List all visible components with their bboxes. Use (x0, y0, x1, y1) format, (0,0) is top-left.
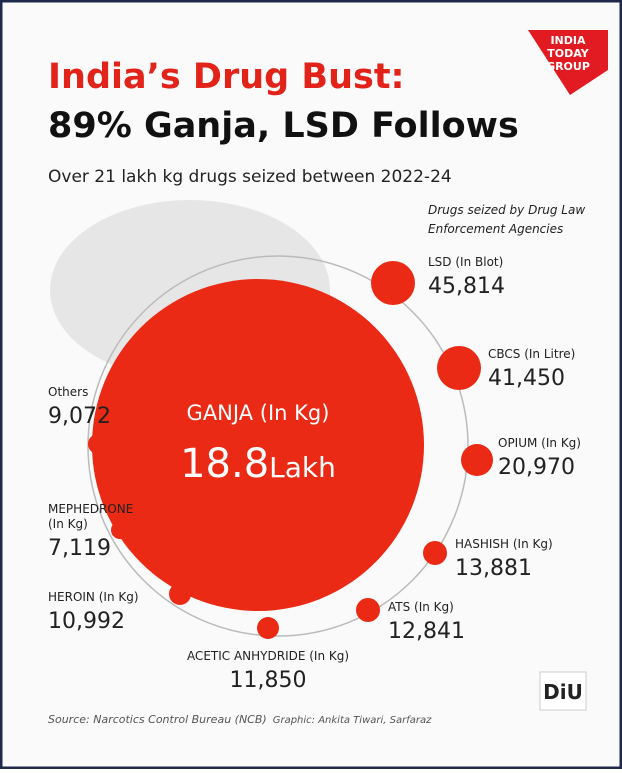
subtitle: Over 21 lakh kg drugs seized between 202… (48, 167, 452, 187)
bubble (257, 617, 279, 639)
badge: DiU (543, 680, 583, 704)
bubble (423, 541, 447, 565)
note: Drugs seized by Drug Law (428, 203, 585, 217)
bubble (371, 261, 415, 305)
item-value: 11,850 (230, 668, 307, 693)
badge-box (539, 671, 587, 711)
logo-shape (528, 30, 608, 95)
ring (87, 255, 469, 637)
item-value: 20,970 (498, 455, 575, 480)
item-value: 45,814 (428, 274, 505, 299)
item-label: LSD (In Blot) (428, 255, 503, 269)
item-value: 13,881 (455, 556, 532, 581)
main-value: 18.8Lakh (180, 441, 336, 487)
main-label: GANJA (In Kg) (187, 401, 330, 425)
bubble (88, 434, 108, 454)
bubble (111, 521, 129, 539)
bubble (356, 598, 380, 622)
main-bubble (92, 279, 424, 611)
item-value: 9,072 (48, 404, 111, 429)
logo-text: TODAY (547, 47, 589, 60)
item-label: ATS (In Kg) (388, 600, 454, 614)
title-line1: India’s Drug Bust: (48, 57, 405, 97)
graphic-credit: Graphic: Ankita Tiwari, Sarfaraz (273, 715, 432, 726)
main-number: 18.8 (180, 441, 269, 487)
item-label: MEPHEDRONE (48, 502, 133, 516)
item-label: Others (48, 385, 88, 399)
title-line2: 89% Ganja, LSD Follows (48, 106, 519, 146)
note: Enforcement Agencies (428, 222, 563, 236)
item-label: HASHISH (In Kg) (455, 537, 553, 551)
item-label: CBCS (In Litre) (488, 347, 575, 361)
item-value: 10,992 (48, 609, 125, 634)
logo-text: INDIA (550, 34, 586, 47)
source: Source: Narcotics Control Bureau (NCB) Gr… (48, 713, 432, 726)
bubble (169, 583, 191, 605)
main-unit: Lakh (269, 451, 336, 484)
item-label: OPIUM (In Kg) (498, 436, 581, 450)
item-label: ACETIC ANHYDRIDE (In Kg) (187, 649, 349, 663)
item-label: HEROIN (In Kg) (48, 590, 139, 604)
item-value: 12,841 (388, 619, 465, 644)
item-label: (In Kg) (48, 517, 88, 531)
item-value: 7,119 (48, 536, 111, 561)
item-value: 41,450 (488, 366, 565, 391)
source-text: Source: Narcotics Control Bureau (NCB) (48, 713, 267, 726)
logo-text: GROUP (546, 60, 590, 73)
bubble (461, 444, 493, 476)
bubble (437, 346, 481, 390)
